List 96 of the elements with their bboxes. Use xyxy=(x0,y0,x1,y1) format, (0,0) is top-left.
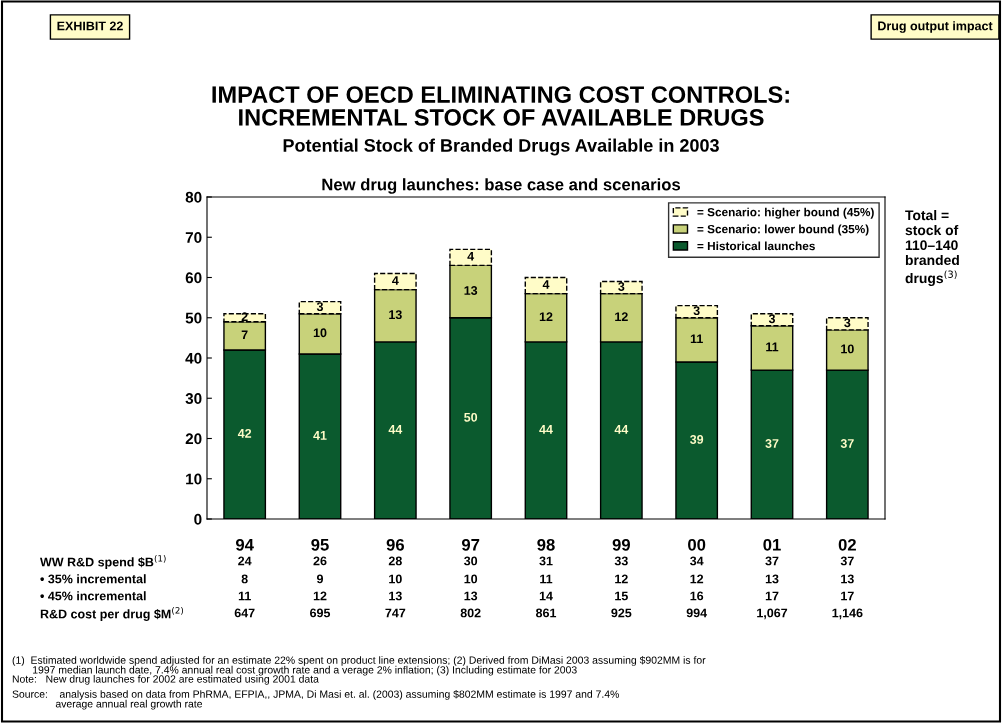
text: 12 xyxy=(313,591,327,601)
text: 31 xyxy=(539,556,553,566)
text: (1) Estimated worldwide spend adjusted for an estimate 22% spent on product line extensions; (2) Derived from DiMasi 2003 assuming $902MM is for 1997 median launch date, 7.4% annual real cost growth rate and a verage 2% inflation; (3) Including estimate for 2003 xyxy=(12,656,706,676)
text: Drug output impact xyxy=(878,21,993,33)
text: 10 xyxy=(389,574,402,584)
data-label: 44 xyxy=(614,425,629,434)
text: 17 xyxy=(765,591,779,601)
data-label: 4 xyxy=(542,280,550,289)
x-tick-label: 99 xyxy=(612,538,630,551)
text: EXHIBIT 22 xyxy=(57,21,123,31)
text: 14 xyxy=(539,591,553,601)
text: 13 xyxy=(464,591,478,601)
text: 28 xyxy=(388,556,402,566)
text: 37 xyxy=(840,556,854,566)
text: 16 xyxy=(690,591,704,601)
data-label: 13 xyxy=(389,310,402,320)
data-label: 10 xyxy=(313,328,327,338)
data-label: 4 xyxy=(392,276,399,285)
text: 33 xyxy=(614,556,628,566)
text: 695 xyxy=(310,608,331,618)
data-label: 50 xyxy=(464,412,478,422)
text: Note: New drug launches for 2002 are estimated using 2001 data xyxy=(12,675,319,685)
x-tick-label: 02 xyxy=(838,538,856,551)
y-tick-label: 70 xyxy=(185,232,202,243)
text: 12 xyxy=(615,574,628,584)
text: 13 xyxy=(765,574,779,584)
x-tick-label: 00 xyxy=(688,538,706,551)
y-tick-label: 30 xyxy=(185,393,202,404)
data-label: 42 xyxy=(237,428,252,438)
legend-label: = Historical launches xyxy=(697,241,815,251)
data-label: 4 xyxy=(467,252,475,261)
source-note: Source: analysis based on data from PhRMA, EFPIA,, JPMA, Di Masi et. al. (2003) assuming $802MM estimate is 1997 and 7.4% average annual real growth rate xyxy=(12,690,619,710)
text: 11 xyxy=(540,574,553,584)
y-tick-label: 60 xyxy=(185,272,202,284)
chart-title: IMPACT OF OECD ELIMINATING COST CONTROLS: INCREMENTAL STOCK OF AVAILABLE DRUGS xyxy=(212,86,789,126)
text: 11 xyxy=(238,591,251,601)
text: 26 xyxy=(313,556,327,566)
text: 30 xyxy=(464,556,478,566)
text: 17 xyxy=(841,591,854,601)
legend-label: = Scenario: lower bound (35%) xyxy=(697,224,869,236)
data-label: 37 xyxy=(765,439,779,448)
data-label: 3 xyxy=(844,318,851,328)
x-tick-label: 95 xyxy=(311,538,329,551)
text: 13 xyxy=(841,574,854,584)
data-label: 3 xyxy=(618,282,625,291)
data-label: 12 xyxy=(539,312,553,321)
data-label: 41 xyxy=(313,431,327,440)
data-label: 3 xyxy=(693,306,700,316)
data-label: 44 xyxy=(388,425,403,434)
data-label: 37 xyxy=(840,439,854,448)
text: 9 xyxy=(316,574,324,584)
text: 34 xyxy=(690,556,704,566)
text: Total = stock of 110–140 branded drugs$^{(3)}$ xyxy=(905,210,959,287)
text: 10 xyxy=(464,574,478,584)
text: 15 xyxy=(615,591,628,601)
y-tick-label: 0 xyxy=(194,513,202,525)
y-tick-label: 20 xyxy=(185,433,202,445)
text: 24 xyxy=(238,556,252,566)
text: R&D cost per drug $M$^{(2)}$ xyxy=(40,606,184,621)
y-tick-label: 80 xyxy=(185,191,202,203)
text: New drug launches: base case and scenarios xyxy=(322,178,681,194)
y-tick-label: 40 xyxy=(185,352,202,364)
text: 647 xyxy=(234,608,255,618)
text: 1,067 xyxy=(757,608,788,620)
y-tick-label: 10 xyxy=(186,473,202,485)
text: 994 xyxy=(686,608,708,618)
data-label: 39 xyxy=(690,435,704,444)
data-label: 7 xyxy=(241,330,248,340)
data-label: 3 xyxy=(768,314,776,324)
text: 1,146 xyxy=(832,608,863,620)
data-label: 10 xyxy=(841,344,854,354)
data-label: 44 xyxy=(539,425,553,434)
x-tick-label: 01 xyxy=(763,538,781,551)
x-tick-label: 96 xyxy=(386,538,404,551)
text: 12 xyxy=(690,574,704,584)
data-label: 11 xyxy=(690,334,703,344)
text: 925 xyxy=(611,608,632,618)
text: 747 xyxy=(385,608,406,618)
data-label: 13 xyxy=(464,286,478,295)
x-tick-label: 98 xyxy=(537,538,555,551)
text: • 45% incremental xyxy=(40,591,146,601)
data-label: 3 xyxy=(316,302,324,312)
text: • 35% incremental xyxy=(40,574,146,584)
legend-label: = Scenario: higher bound (45%) xyxy=(697,207,874,219)
x-tick-label: 94 xyxy=(235,538,254,551)
text: 8 xyxy=(241,574,248,584)
data-label: 11 xyxy=(766,342,779,352)
text: 13 xyxy=(389,591,402,601)
text: 37 xyxy=(765,556,779,566)
chart-subtitle: Potential Stock of Branded Drugs Available in 2003 xyxy=(283,138,719,156)
data-label: 12 xyxy=(615,312,628,321)
text: 861 xyxy=(535,608,557,618)
text: 802 xyxy=(460,608,481,618)
text: WW R&D spend $B$^{(1)}$ xyxy=(40,554,166,569)
x-tick-label: 97 xyxy=(461,538,480,551)
y-tick-label: 50 xyxy=(185,312,202,324)
